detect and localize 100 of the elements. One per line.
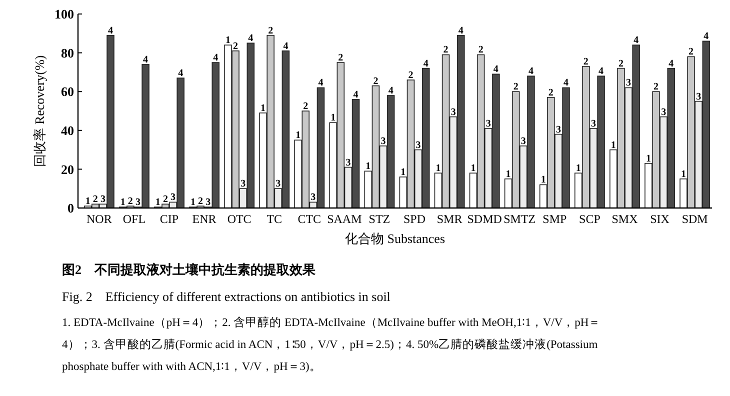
text: 2 [198, 196, 204, 208]
text: 2 [162, 194, 168, 206]
text: 1 [190, 197, 196, 208]
text: 3 [590, 118, 596, 130]
text: 2 [92, 194, 98, 206]
text: 2 [618, 58, 624, 70]
text: 4 [353, 89, 358, 100]
text: 4 [283, 40, 288, 52]
text: 3 [661, 106, 666, 118]
text: 4 [564, 78, 569, 89]
x-tick-label: SDM [682, 212, 708, 226]
text: Fig. 2 Efficiency of different extractions on antibiotics in soil [62, 289, 391, 304]
series-label: 3 [135, 197, 140, 208]
text: phosphate buffer with with ACN,1∶1，V/V，pH＝3)。 [62, 361, 322, 373]
x-tick-label: NOR [86, 212, 112, 226]
text: 2 [233, 40, 238, 52]
x-tick-label: SCP [579, 212, 601, 226]
text: 4 [458, 25, 464, 36]
text: 4 [213, 52, 218, 64]
text: 3 [276, 178, 281, 190]
text: 3 [240, 178, 246, 190]
text: 3 [310, 192, 316, 204]
text: 1 [225, 35, 230, 46]
text: 4 [318, 78, 324, 89]
text: 4）；3. 含甲酸的乙腈(Formic acid in ACN，1∶50，V/V，pH＝2.5)；4. 50%乙腈的磷酸盐缓冲液(Potassium [62, 337, 598, 351]
text: 4 [248, 33, 254, 44]
text: 2 [268, 25, 274, 36]
text: 4 [388, 85, 394, 96]
x-tick-label: SDMD [467, 212, 502, 226]
text: 1 [470, 163, 476, 174]
text: 1 [85, 196, 90, 208]
text: 3 [626, 78, 632, 89]
x-tick-label: STZ [368, 212, 390, 226]
text: 2 [338, 52, 344, 64]
text: 4 [108, 25, 114, 36]
text: 4 [634, 35, 639, 46]
text: 3 [206, 197, 211, 208]
x-tick-label: OTC [227, 212, 252, 226]
x-tick-label: SMP [542, 212, 568, 226]
text: 1 [506, 168, 511, 180]
text: 3 [696, 91, 702, 102]
text: 1 [646, 153, 651, 164]
y-tick-label: 20 [61, 162, 74, 177]
y-tick-label: 60 [61, 84, 74, 100]
x-tick-label: SMR [436, 212, 462, 226]
y-tick-label: 0 [68, 200, 74, 216]
text: 1 [260, 102, 266, 114]
text: 3 [100, 194, 106, 206]
x-tick-label: SIX [650, 212, 670, 226]
text: 1 [400, 166, 406, 178]
text: 2 [688, 46, 694, 58]
text: 3 [556, 124, 561, 136]
series-label: 4 [598, 66, 604, 78]
text: 2 [478, 44, 484, 56]
text: 3 [450, 106, 456, 118]
text: 3 [486, 118, 491, 130]
text: 4 [668, 58, 674, 70]
text: 3 [520, 136, 526, 147]
text: 2 [408, 70, 414, 81]
text: 2 [548, 87, 554, 98]
y-tick-label: 80 [61, 45, 74, 60]
text: 1 [296, 130, 301, 142]
x-tick-label: SMTZ [504, 212, 536, 226]
y-tick-label: 100 [54, 6, 74, 22]
x-axis-title: 化合物 Substances [344, 231, 446, 246]
x-tick-label: CTC [298, 212, 322, 226]
text: 2 [583, 56, 588, 68]
series-label: 1 [120, 197, 126, 208]
text: 4 [528, 66, 534, 78]
text: 4 [704, 31, 709, 42]
x-tick-label: SAAM [327, 212, 362, 226]
text: 1 [610, 140, 616, 151]
x-tick-label: CIP [160, 212, 179, 226]
text: 3 [380, 136, 386, 147]
text: 3 [416, 140, 421, 151]
text: 1 [155, 197, 160, 208]
x-tick-label: OFL [122, 212, 146, 226]
text: 1 [330, 112, 336, 124]
text: 4 [178, 68, 184, 80]
text: 1 [540, 174, 546, 186]
text: 3 [170, 192, 176, 204]
text: 1 [436, 163, 441, 174]
text: 2 [303, 101, 308, 112]
series-label: 2 [128, 196, 133, 208]
text: 2 [443, 44, 448, 56]
text: 3 [346, 157, 351, 168]
text: 1 [366, 161, 371, 172]
text: 2 [373, 76, 378, 87]
text: 4 [423, 58, 428, 70]
text: 1 [680, 168, 686, 180]
y-axis-title: 回收率 Recovery(%) [32, 55, 47, 167]
x-tick-label: ENR [192, 212, 216, 226]
x-tick-label: SMX [612, 212, 638, 226]
text: 4 [143, 54, 148, 66]
text: 1. EDTA-McIlvaine（pH＝4）；2. 含甲醇的 EDTA-McIlvaine（McIlvaine buffer with MeOH,1∶1，V/V，pH＝ [62, 315, 601, 329]
text: 4 [493, 64, 498, 76]
text: 2 [513, 82, 518, 93]
text: 图2 不同提取液对土壤中抗生素的提取效果 [62, 262, 316, 277]
x-tick-label: SPD [404, 212, 426, 226]
text: 2 [654, 82, 659, 93]
